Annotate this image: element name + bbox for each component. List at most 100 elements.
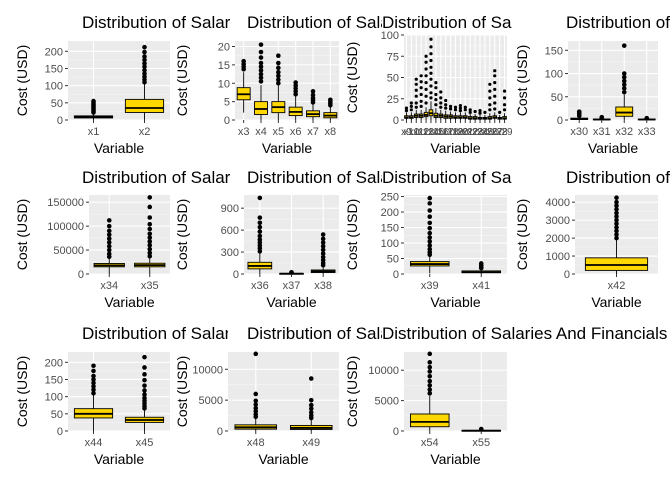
box-x1 (73, 98, 114, 120)
x-tick-label: x6 (290, 126, 302, 138)
outlier-point (142, 54, 147, 59)
y-tick-label: 10000 (192, 364, 223, 376)
outlier-point (427, 391, 433, 396)
outlier-point (427, 378, 433, 384)
box-x31 (592, 114, 611, 121)
chart-title: Distribution of Salaries And Financials (382, 168, 667, 187)
outlier-point (147, 242, 153, 248)
box-x28 (497, 110, 502, 120)
x-tick-label: x48 (247, 437, 265, 449)
outlier-point (493, 74, 497, 78)
x-tick-label: x35 (141, 280, 159, 292)
box-x35 (134, 195, 166, 274)
box-x14 (428, 37, 434, 120)
outlier-point (427, 360, 433, 365)
outlier-point (404, 109, 409, 113)
chart-title: Distribution of Salaries And Financials (382, 13, 667, 32)
outlier-point (427, 387, 433, 392)
outlier-point (419, 74, 423, 78)
chart-title: Distribution of Salaries And Financials (82, 324, 367, 343)
outlier-point (468, 108, 472, 112)
x-tick-label: x17 (438, 127, 455, 138)
y-tick-label: 100 (45, 392, 63, 404)
x-tick-label: x54 (421, 437, 439, 449)
box-x19 (453, 105, 458, 120)
box-x27 (492, 69, 498, 120)
outlier-point (444, 103, 448, 107)
outlier-point (621, 43, 627, 48)
box-x24 (477, 109, 483, 120)
box-x30 (570, 109, 589, 120)
outlier-point (439, 90, 443, 94)
outlier-point (429, 71, 433, 75)
outlier-point (404, 106, 409, 110)
outlier-point (257, 215, 263, 220)
outlier-point (147, 195, 153, 200)
outlier-point (91, 373, 96, 379)
outlier-point (147, 215, 153, 220)
outlier-point (308, 402, 314, 408)
box-x18 (448, 104, 453, 120)
outlier-point (253, 391, 259, 397)
outlier-point (463, 108, 467, 112)
y-tick-label: 200 (45, 46, 63, 58)
box-x4 (254, 42, 268, 120)
y-tick-label: 300 (221, 247, 239, 259)
box-x38 (310, 232, 336, 274)
box-body (124, 98, 165, 113)
x-tick-label: x15 (428, 127, 445, 138)
outlier-point (253, 398, 259, 404)
outlier-point (621, 71, 627, 76)
x-axis-title: Variable (104, 294, 155, 310)
outlier-point (258, 68, 264, 73)
y-axis-title: Cost (USD) (344, 42, 360, 114)
box-x41 (461, 261, 502, 274)
x-tick-label: x7 (307, 126, 319, 138)
x-tick-label: x2 (139, 126, 151, 138)
chart-panel-2: 0 5 10 15 20 x3 x4 x5 x6 x7 x8 Variable Cost (USD) Di… (174, 13, 382, 156)
outlier-point (91, 390, 96, 396)
x-tick-label: x39 (421, 280, 439, 292)
outlier-point (320, 243, 326, 249)
y-tick-label: 100 (45, 81, 63, 93)
box-body (254, 101, 268, 115)
box-x54 (409, 351, 450, 431)
outlier-point (308, 410, 314, 415)
x-axis-title: Variable (430, 140, 481, 156)
outlier-point (106, 243, 112, 249)
outlier-point (253, 405, 259, 411)
y-tick-label: 0 (217, 426, 223, 438)
x-tick-label: x10 (403, 127, 420, 138)
outlier-point (439, 105, 443, 109)
outlier-point (257, 195, 263, 201)
outlier-point (614, 235, 619, 241)
outlier-point (419, 99, 423, 103)
outlier-point (427, 351, 433, 357)
outlier-point (427, 195, 433, 201)
outlier-point (142, 354, 147, 360)
chart-title: Distribution of Salaries And Financials (247, 168, 532, 187)
outlier-point (142, 44, 147, 50)
y-tick-label: 100 (381, 238, 399, 250)
outlier-point (434, 81, 438, 85)
outlier-point (427, 208, 433, 213)
outlier-point (429, 96, 433, 100)
outlier-point (427, 383, 433, 388)
box-x20 (458, 103, 463, 120)
box-x45 (124, 354, 165, 431)
y-tick-label: 4000 (546, 197, 570, 209)
outlier-point (253, 351, 259, 357)
outlier-point (614, 207, 619, 212)
y-tick-label: 200 (381, 207, 399, 219)
outlier-point (614, 221, 619, 227)
outlier-point (424, 87, 428, 91)
outlier-point (320, 247, 326, 253)
box-x12 (418, 74, 424, 120)
outlier-point (478, 109, 482, 113)
outlier-point (614, 225, 619, 230)
y-tick-label: 150 (45, 63, 63, 75)
x-tick-label: x26 (482, 127, 499, 138)
x-tick-label: x13 (418, 127, 435, 138)
y-tick-label: 5 (224, 97, 230, 109)
outlier-point (427, 239, 433, 244)
